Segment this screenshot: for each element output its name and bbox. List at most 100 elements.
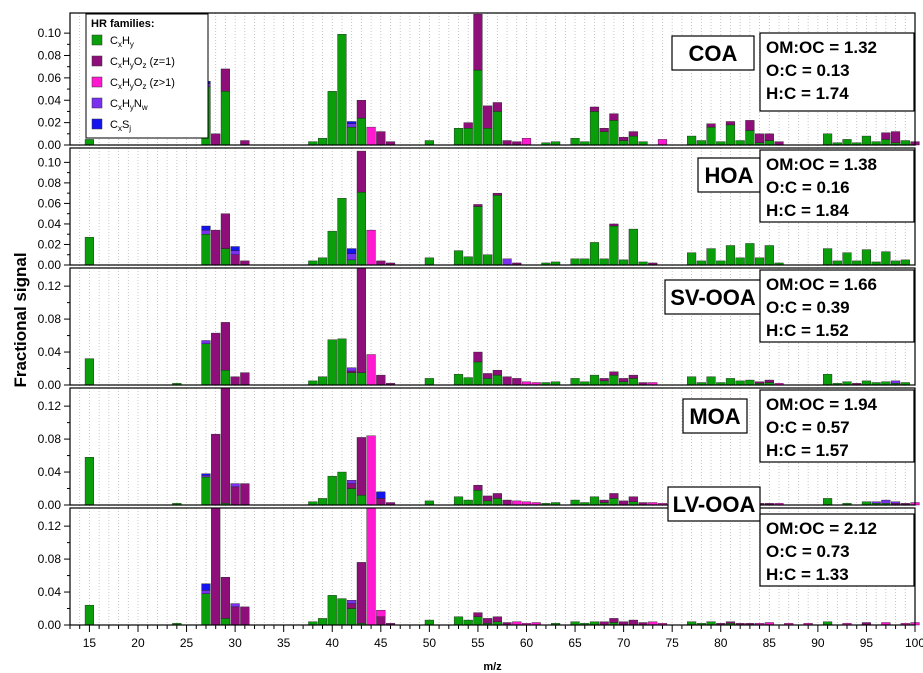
y-tick-label: 0.08 — [38, 176, 62, 190]
bar-mz93-CxHy — [842, 252, 852, 266]
stats-line: O:C = 0.39 — [766, 298, 850, 317]
bar-mz27-CxHy — [201, 476, 211, 506]
bar-mz67-CxHyOz1 — [589, 106, 600, 112]
bar-mz27-CxSj — [201, 583, 211, 591]
bar-mz43-CxHyOz1 — [356, 150, 366, 193]
y-tick-label: 0.04 — [38, 465, 62, 479]
bar-mz93-CxHy — [842, 139, 852, 146]
x-axis: 15 20 25 30 35 40 45 50 55 60 65 70 75 80 85 90 95 100 m/z — [69, 625, 923, 673]
bar-mz98-CxHyNw — [891, 501, 901, 504]
bar-mz65-CxHy — [570, 378, 580, 386]
bar-mz80-CxHy — [716, 260, 726, 266]
bar-mz42-CxHyOz1 — [347, 603, 357, 609]
x-tick-label: 35 — [277, 636, 291, 650]
bar-mz56-CxHyOz1 — [483, 618, 493, 624]
bar-mz31-CxHyOz1 — [240, 483, 250, 506]
bar-mz43-CxHy — [356, 494, 366, 506]
bar-mz77-CxHy — [687, 376, 697, 386]
bar-mz42-CxHyNw — [347, 367, 357, 372]
bar-mz30-CxHyNw — [230, 483, 240, 488]
bar-mz71-CxHy — [628, 135, 638, 146]
bar-mz31-CxHyOz1 — [240, 606, 250, 626]
bar-mz42-CxHy — [347, 608, 357, 626]
bar-mz58-CxHyOz1 — [502, 499, 512, 506]
bar-mz57-CxHy — [492, 195, 502, 266]
bar-mz92-CxHy — [832, 260, 842, 266]
legend-label-CxHyOz1: CxHyOz (z=1) — [110, 56, 175, 70]
panel-name-label: LV-OOA — [673, 492, 756, 517]
stats-line: H:C = 1.33 — [766, 565, 849, 584]
panel-name-box — [697, 157, 761, 193]
bar-mz40-CxHy — [327, 91, 337, 146]
bar-mz45-CxHyOz1 — [376, 498, 386, 506]
bar-mz57-CxHyOz1 — [492, 102, 502, 112]
bar-mz39-CxHy — [317, 618, 328, 626]
bar-mz57-CxHyOz1 — [492, 493, 502, 499]
bar-mz71-CxHyOz1 — [628, 496, 638, 502]
bar-mz58-CxHyOz1 — [502, 376, 512, 386]
bar-mz98-CxHy — [891, 260, 901, 266]
y-tick-label: 0.04 — [38, 585, 62, 599]
panel-name-label: HOA — [705, 163, 754, 188]
y-tick-label: 0.12 — [38, 279, 62, 293]
bar-mz56-CxHyOz1 — [483, 105, 493, 129]
legend-label-CxHy: CxHy — [110, 35, 134, 49]
bar-mz38-CxHy — [308, 260, 318, 266]
bar-mz57-CxHyOz1 — [492, 616, 502, 622]
bar-mz67-CxHy — [589, 111, 600, 146]
legend-swatch-CxSj — [91, 118, 103, 130]
bar-mz53-CxHy — [453, 250, 464, 266]
bar-mz50-CxHy — [424, 619, 434, 626]
panel-lv-ooa: 0.00 0.04 0.08 0.12 LV-OOA OM:OC = 2.12 O:C = … — [38, 486, 920, 632]
bar-mz28-CxHyOz1 — [211, 229, 221, 266]
panel-frame — [69, 12, 916, 146]
bar-mz27-CxHyNw — [201, 475, 211, 478]
bar-mz40-CxHy — [327, 475, 337, 506]
bar-mz71-CxHyOz1 — [628, 374, 638, 379]
y-tick-label: 0.00 — [38, 618, 62, 632]
y-tick-label: 0.08 — [38, 552, 62, 566]
y-tick-label: 0.02 — [38, 237, 62, 251]
bar-mz57-CxHyOz1 — [492, 192, 502, 196]
bar-mz99-CxHy — [900, 140, 910, 146]
stats-line: O:C = 0.16 — [766, 178, 850, 197]
bar-mz55-CxHy — [473, 616, 483, 626]
bar-mz56-CxHyOz1 — [483, 495, 493, 502]
bar-mz81-CxHyOz1 — [725, 621, 736, 624]
stats-box — [759, 389, 915, 463]
bar-mz83-CxHy — [745, 130, 755, 146]
bar-mz30-CxHyOz1 — [230, 606, 240, 626]
bar-mz44-CxHyOz2 — [366, 507, 376, 626]
bar-mz41-CxHy — [337, 598, 347, 626]
bar-mz55-CxHy — [473, 69, 483, 146]
bar-mz55-CxHyOz1 — [473, 13, 483, 71]
panel-frame — [69, 147, 916, 266]
x-axis-title: m/z — [483, 661, 502, 673]
bar-mz71-CxHy — [628, 228, 638, 266]
panel-sv-ooa: 0.00 0.04 0.08 0.12 SV-OOA OM:OC = 1.66 O:C = … — [38, 267, 916, 392]
bar-mz77-CxHy — [687, 135, 697, 146]
bar-mz59-CxHyOz2 — [512, 500, 522, 506]
stats-line: OM:OC = 1.38 — [766, 155, 877, 174]
bar-mz67-CxHy — [589, 242, 600, 266]
bar-mz27-CxHyNw — [201, 590, 211, 594]
bar-mz95-CxHy — [861, 380, 872, 386]
stats-line: O:C = 0.73 — [766, 542, 850, 561]
bar-mz65-CxHy — [570, 499, 580, 506]
bar-mz69-CxHy — [609, 225, 619, 266]
panel-name-label: SV-OOA — [670, 285, 756, 310]
stats-line: O:C = 0.13 — [766, 61, 850, 80]
bar-mz42-CxHy — [347, 126, 357, 146]
bar-mz28-CxHyOz1 — [211, 133, 221, 146]
bar-mz83-CxHy — [745, 379, 755, 386]
panel-name-box — [671, 35, 755, 71]
y-tick-label: 0.12 — [38, 399, 62, 413]
bar-mz69-CxHy — [609, 498, 619, 506]
bar-mz96-CxHyNw — [871, 501, 881, 504]
bar-mz15-CxHy — [84, 605, 94, 626]
y-tick-label: 0.06 — [38, 71, 62, 85]
x-tick-label: 85 — [763, 636, 777, 650]
bar-mz50-CxHy — [424, 500, 434, 506]
